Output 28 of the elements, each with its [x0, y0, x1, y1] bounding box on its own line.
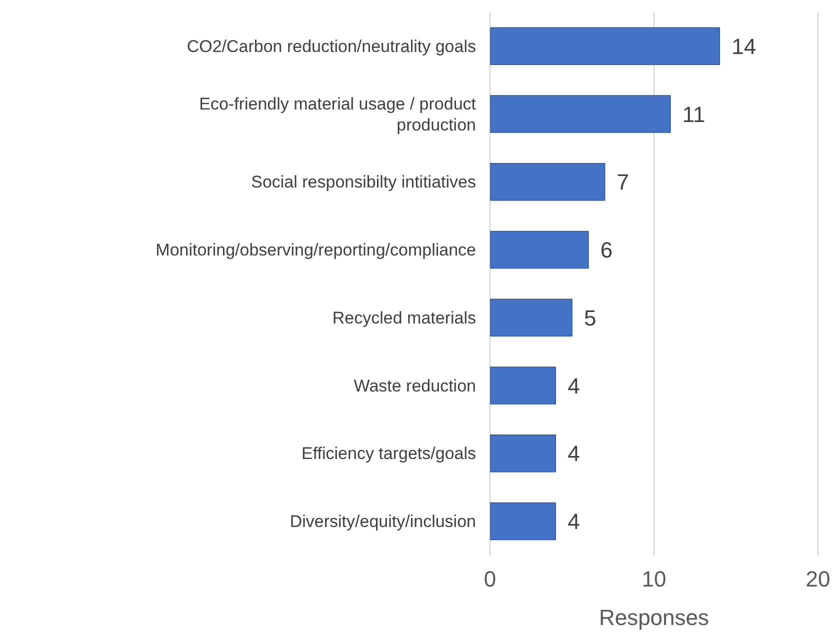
x-tick-label: 0 — [484, 566, 496, 592]
bar — [490, 502, 556, 540]
data-label: 11 — [682, 102, 706, 127]
bar — [490, 162, 606, 201]
data-label: 4 — [568, 509, 580, 534]
x-tick-label: 20 — [806, 566, 830, 592]
data-label: 4 — [568, 373, 580, 398]
y-tick-label: Eco-friendly material usage / product production — [199, 94, 476, 134]
x-axis-title: Responses — [598, 605, 710, 630]
data-label: 5 — [584, 305, 596, 330]
y-tick-label: CO2/Carbon reduction/neutrality goals — [186, 36, 476, 56]
x-tick-label: 10 — [642, 566, 666, 592]
y-tick-label: Social responsibilty intitiatives — [251, 172, 476, 192]
bar — [490, 434, 556, 472]
data-label: 14 — [732, 34, 756, 59]
y-tick-label: Recycled materials — [332, 308, 476, 327]
y-tick-label: Monitoring/observing/reporting/compliance — [156, 240, 476, 260]
y-tick-label: Diversity/equity/inclusion — [290, 512, 476, 531]
data-label: 4 — [568, 441, 580, 466]
bar — [490, 95, 671, 133]
y-tick-label: Efficiency targets/goals — [302, 444, 476, 463]
y-tick-label: Waste reduction — [354, 376, 476, 395]
bar — [490, 366, 556, 404]
bar — [490, 27, 720, 66]
bar — [490, 230, 589, 269]
bar — [490, 298, 572, 337]
data-label: 6 — [600, 238, 613, 263]
data-label: 7 — [616, 170, 630, 195]
